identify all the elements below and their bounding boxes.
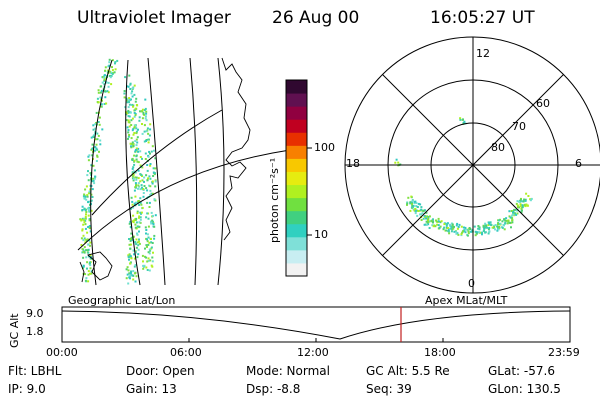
altitude-ytick: 1.8 bbox=[26, 325, 44, 338]
altitude-curve bbox=[61, 310, 571, 340]
altitude-ylabel: GC Alt bbox=[8, 313, 21, 348]
info-gain: Gain: 13 bbox=[126, 382, 177, 396]
mlt-label-6: 6 bbox=[575, 157, 582, 170]
polar-grid bbox=[344, 36, 600, 294]
colorbar-tick-label: 100 bbox=[314, 141, 335, 154]
lat-label-80: 80 bbox=[491, 141, 505, 154]
info-glon: GLon: 130.5 bbox=[488, 382, 561, 396]
colorbar-swatch bbox=[286, 262, 307, 277]
apex-label: Apex MLat/MLT bbox=[425, 294, 508, 307]
info-glat: GLat: -57.6 bbox=[488, 364, 555, 378]
polar-aurora-emission bbox=[394, 117, 533, 237]
colorbar-swatch bbox=[286, 106, 307, 120]
coastline bbox=[79, 57, 251, 283]
mlt-label-12: 12 bbox=[476, 47, 490, 60]
colorbar-swatch bbox=[286, 158, 307, 172]
info-mode: Mode: Normal bbox=[246, 364, 330, 378]
colorbar-swatch bbox=[286, 197, 307, 212]
colorbar-swatch bbox=[286, 80, 307, 94]
altitude-xtick: 12:00 bbox=[297, 346, 329, 359]
colorbar-swatch bbox=[286, 249, 307, 264]
geographic-label: Geographic Lat/Lon bbox=[68, 294, 176, 307]
altitude-xtick: 00:00 bbox=[46, 346, 78, 359]
colorbar-tick-label: 10 bbox=[314, 228, 328, 241]
altitude-xtick: 23:59 bbox=[548, 346, 580, 359]
mlt-label-18: 18 bbox=[346, 157, 360, 170]
colorbar-swatch bbox=[286, 236, 307, 251]
lat-label-60: 60 bbox=[536, 97, 550, 110]
colorbar-swatch bbox=[286, 145, 307, 159]
colorbar-swatch bbox=[286, 132, 307, 146]
lat-label-70: 70 bbox=[512, 120, 526, 133]
colorbar-swatches bbox=[286, 80, 307, 277]
colorbar-swatch bbox=[286, 223, 307, 238]
mlt-label-0: 0 bbox=[468, 277, 475, 290]
info-dsp: Dsp: -8.8 bbox=[246, 382, 301, 396]
date-label: 26 Aug 00 bbox=[272, 8, 360, 28]
colorbar-swatch bbox=[286, 171, 307, 186]
geo-grid-lines bbox=[77, 57, 291, 286]
info-ip: IP: 9.0 bbox=[8, 382, 46, 396]
altitude-xtick: 18:00 bbox=[424, 346, 456, 359]
colorbar-swatch bbox=[286, 93, 307, 107]
colorbar-swatch bbox=[286, 184, 307, 199]
altitude-frame bbox=[61, 306, 571, 343]
colorbar-frame bbox=[285, 79, 308, 277]
instrument-title: Ultraviolet Imager bbox=[77, 8, 231, 28]
time-label: 16:05:27 UT bbox=[430, 8, 535, 28]
info-gcalt: GC Alt: 5.5 Re bbox=[366, 364, 450, 378]
altitude-xtick: 06:00 bbox=[170, 346, 202, 359]
altitude-ytick: 9.0 bbox=[26, 307, 44, 320]
info-door: Door: Open bbox=[126, 364, 195, 378]
info-seq: Seq: 39 bbox=[366, 382, 412, 396]
altitude-ticks bbox=[61, 338, 571, 342]
colorbar-swatch bbox=[286, 119, 307, 133]
colorbar-swatch bbox=[286, 210, 307, 225]
info-filter: Flt: LBHL bbox=[8, 364, 62, 378]
